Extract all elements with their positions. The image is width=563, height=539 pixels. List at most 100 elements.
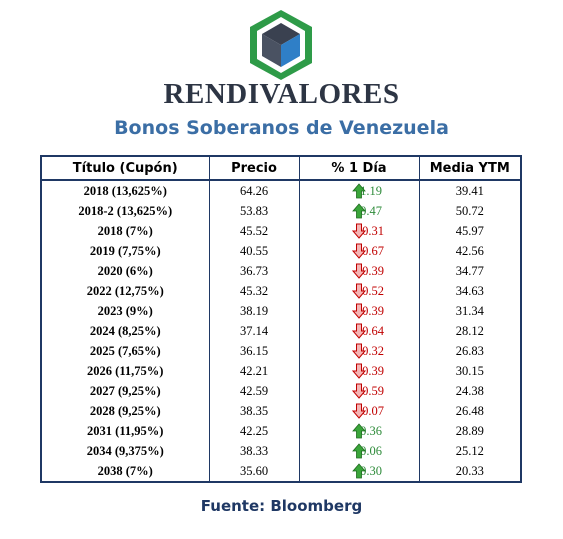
table-row: 2018-2 (13,625%) 53.83 0.47 50.72 — [41, 201, 521, 221]
bond-ytm: 50.72 — [455, 203, 484, 218]
header-price: Precio — [209, 156, 300, 181]
bond-change: -0.07 — [299, 401, 420, 421]
header-change: % 1 Día — [299, 156, 420, 181]
bond-title: 2026 (11,75%) — [41, 361, 210, 381]
arrow-down-icon — [351, 303, 366, 319]
bond-title: 2023 (9%) — [41, 301, 210, 321]
bond-change-value: -0.39 — [357, 263, 385, 278]
bond-ytm: 25.12 — [455, 443, 484, 458]
bond-ytm: 34.63 — [455, 283, 484, 298]
bond-title: 2018-2 (13,625%) — [41, 201, 210, 221]
bond-title: 2034 (9,375%) — [41, 441, 210, 461]
arrow-down-icon — [351, 383, 366, 399]
bond-price: 38.19 — [209, 301, 300, 321]
arrow-down-icon — [351, 243, 366, 259]
bond-change-value: -0.39 — [357, 363, 385, 378]
bond-change: 1.19 — [299, 180, 420, 201]
header-ytm: Media YTM — [419, 156, 521, 181]
bond-change-value: 0.06 — [360, 443, 382, 458]
bond-ytm: 26.48 — [455, 403, 484, 418]
bond-change-value: -0.32 — [357, 343, 385, 358]
arrow-down-icon — [351, 363, 366, 379]
bond-ytm: 39.41 — [455, 183, 484, 198]
bond-change: 0.36 — [299, 421, 420, 441]
table-row: 2018 (13,625%) 64.26 1.19 39.41 — [41, 180, 521, 201]
table-row: 2022 (12,75%) 45.32 -0.52 34.63 — [41, 281, 521, 301]
bond-ytm: 34.77 — [455, 263, 484, 278]
bond-change: 0.30 — [299, 461, 420, 482]
bond-price: 40.55 — [209, 241, 300, 261]
arrow-up-icon — [351, 423, 366, 439]
bond-ytm: 28.89 — [455, 423, 484, 438]
table-row: 2023 (9%) 38.19 -0.39 31.34 — [41, 301, 521, 321]
bond-change: -0.39 — [299, 361, 420, 381]
bond-title: 2027 (9,25%) — [41, 381, 210, 401]
bond-price: 53.83 — [209, 201, 300, 221]
bond-change: -0.67 — [299, 241, 420, 261]
bond-price: 36.73 — [209, 261, 300, 281]
bond-ytm: 28.12 — [455, 323, 484, 338]
bond-change-value: -0.59 — [357, 383, 385, 398]
table-row: 2034 (9,375%) 38.33 0.06 25.12 — [41, 441, 521, 461]
table-row: 2025 (7,65%) 36.15 -0.32 26.83 — [41, 341, 521, 361]
bond-change-value: 1.19 — [360, 183, 382, 198]
bond-price: 37.14 — [209, 321, 300, 341]
arrow-up-icon — [351, 463, 366, 479]
bond-change-value: -0.31 — [357, 223, 385, 238]
bond-price: 35.60 — [209, 461, 300, 482]
bond-title: 2022 (12,75%) — [41, 281, 210, 301]
arrow-down-icon — [351, 223, 366, 239]
bond-ytm: 20.33 — [455, 463, 484, 478]
bond-change-value: -0.67 — [357, 243, 385, 258]
table-row: 2027 (9,25%) 42.59 -0.59 24.38 — [41, 381, 521, 401]
source-note: Fuente: Bloomberg — [200, 497, 363, 515]
bond-price: 42.21 — [209, 361, 300, 381]
arrow-down-icon — [351, 263, 366, 279]
header-title: Título (Cupón) — [41, 156, 210, 181]
bond-title: 2019 (7,75%) — [41, 241, 210, 261]
table-row: 2038 (7%) 35.60 0.30 20.33 — [41, 461, 521, 482]
bond-title: 2018 (7%) — [41, 221, 210, 241]
table-row: 2024 (8,25%) 37.14 -0.64 28.12 — [41, 321, 521, 341]
bond-change: 0.47 — [299, 201, 420, 221]
bond-ytm: 31.34 — [455, 303, 484, 318]
rendivalores-logo-icon — [250, 10, 312, 80]
table-row: 2031 (11,95%) 42.25 0.36 28.89 — [41, 421, 521, 441]
arrow-down-icon — [351, 403, 366, 419]
bond-price: 45.32 — [209, 281, 300, 301]
bond-change-value: -0.64 — [357, 323, 385, 338]
table-row: 2020 (6%) 36.73 -0.39 34.77 — [41, 261, 521, 281]
bond-price: 42.25 — [209, 421, 300, 441]
bond-ytm: 30.15 — [455, 363, 484, 378]
bond-title: 2025 (7,65%) — [41, 341, 210, 361]
bond-change-value: -0.39 — [357, 303, 385, 318]
bond-change: 0.06 — [299, 441, 420, 461]
bond-change-value: 0.47 — [360, 203, 382, 218]
bond-price: 38.33 — [209, 441, 300, 461]
brand-name: RENDIVALORES — [163, 78, 400, 110]
bond-change-value: -0.07 — [357, 403, 385, 418]
table-header-row: Título (Cupón) Precio % 1 Día Media YTM — [41, 156, 521, 181]
bond-change: -0.64 — [299, 321, 420, 341]
arrow-up-icon — [351, 183, 366, 199]
bond-change-value: 0.36 — [360, 423, 382, 438]
table-row: 2019 (7,75%) 40.55 -0.67 42.56 — [41, 241, 521, 261]
bond-change: -0.32 — [299, 341, 420, 361]
table-row: 2026 (11,75%) 42.21 -0.39 30.15 — [41, 361, 521, 381]
bond-change: -0.52 — [299, 281, 420, 301]
bond-change: -0.39 — [299, 261, 420, 281]
page-subtitle: Bonos Soberanos de Venezuela — [114, 117, 449, 139]
arrow-up-icon — [351, 443, 366, 459]
bond-change: -0.31 — [299, 221, 420, 241]
bond-price: 64.26 — [209, 180, 300, 201]
arrow-down-icon — [351, 343, 366, 359]
arrow-down-icon — [351, 283, 366, 299]
bond-price: 38.35 — [209, 401, 300, 421]
table-row: 2028 (9,25%) 38.35 -0.07 26.48 — [41, 401, 521, 421]
arrow-up-icon — [351, 203, 366, 219]
bond-title: 2028 (9,25%) — [41, 401, 210, 421]
bonds-table: Título (Cupón) Precio % 1 Día Media YTM … — [40, 155, 522, 483]
bond-ytm: 26.83 — [455, 343, 484, 358]
arrow-down-icon — [351, 323, 366, 339]
bond-ytm: 42.56 — [455, 243, 484, 258]
